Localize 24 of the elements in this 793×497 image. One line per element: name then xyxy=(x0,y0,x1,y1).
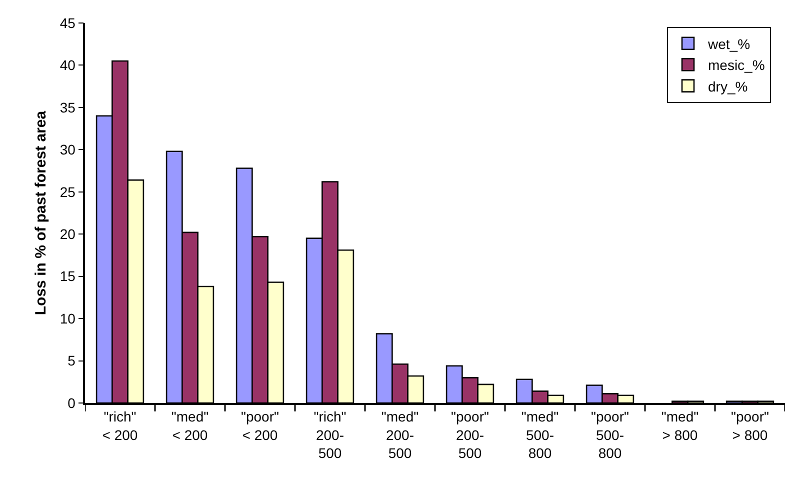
y-tick-label: 5 xyxy=(68,352,76,369)
y-tick-label: 20 xyxy=(60,226,76,242)
x-tick-label: "med" > 800 xyxy=(661,408,699,443)
legend-label: wet_% xyxy=(707,36,750,52)
y-tick-label: 10 xyxy=(60,310,76,326)
y-tick-label: 45 xyxy=(60,14,76,31)
x-tick-label: "med" < 200 xyxy=(171,408,209,443)
y-axis-title: Loss in % of past forest area xyxy=(32,110,50,316)
x-tick-label: "med" 500- 800 xyxy=(521,408,559,461)
legend-label: dry_% xyxy=(708,78,748,94)
legend-label: mesic_% xyxy=(708,57,765,74)
y-tick-label: 35 xyxy=(60,99,76,116)
x-tick-label: "med" 200- 500 xyxy=(381,408,419,461)
x-tick-label: "poor" 500- 800 xyxy=(591,408,630,461)
x-tick-label: "rich" 200- 500 xyxy=(314,408,346,461)
x-tick-label: "poor" > 800 xyxy=(731,408,770,443)
x-tick-label: "poor" < 200 xyxy=(241,408,280,443)
x-tick-label: "poor" 200- 500 xyxy=(451,408,490,461)
y-tick-label: 0 xyxy=(68,394,76,411)
y-tick-label: 15 xyxy=(60,268,76,284)
y-tick-label: 40 xyxy=(60,57,76,74)
x-tick-label: "rich" < 200 xyxy=(102,408,138,443)
y-tick-label: 25 xyxy=(60,184,76,200)
y-tick-label: 30 xyxy=(60,142,76,158)
